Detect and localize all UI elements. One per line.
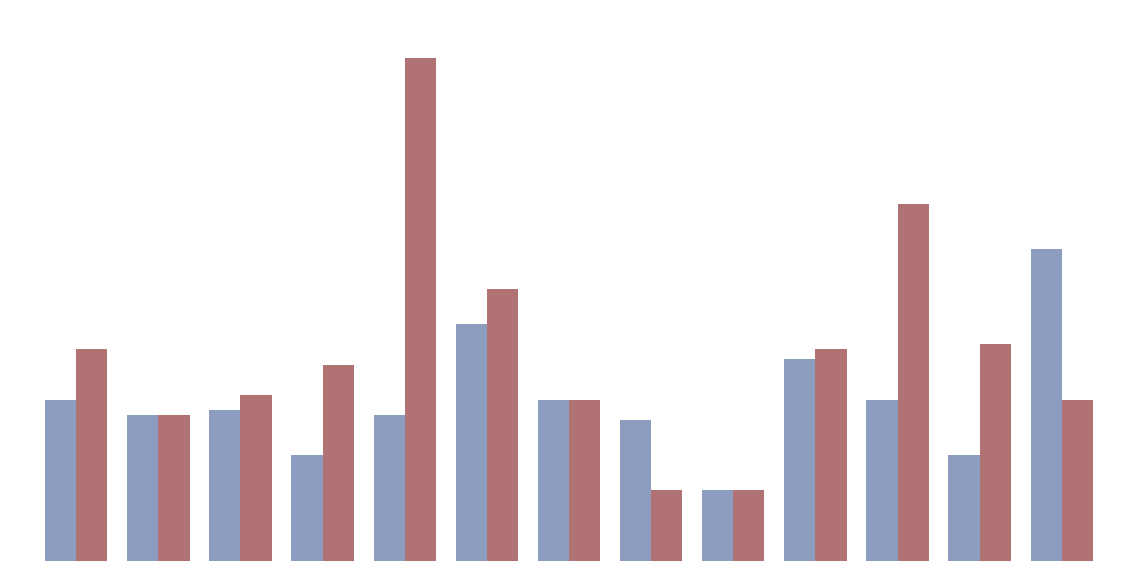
Bar [209,410,240,561]
Bar [898,204,929,561]
Bar [620,420,651,561]
Bar [405,58,436,561]
Bar [1031,249,1062,561]
Bar [291,455,322,561]
Bar [487,289,518,561]
Bar [127,415,158,561]
Bar [455,324,487,561]
Bar [651,490,683,561]
Bar [240,395,272,561]
Bar [1062,399,1094,561]
Bar [44,399,76,561]
Bar [733,490,765,561]
Bar [866,399,898,561]
Bar [816,349,847,561]
Bar [784,360,816,561]
Bar [322,364,354,561]
Bar [76,349,107,561]
Bar [158,415,190,561]
Bar [702,490,733,561]
Bar [538,399,569,561]
Bar [980,345,1011,561]
Bar [948,455,980,561]
Bar [373,415,405,561]
Bar [569,399,600,561]
